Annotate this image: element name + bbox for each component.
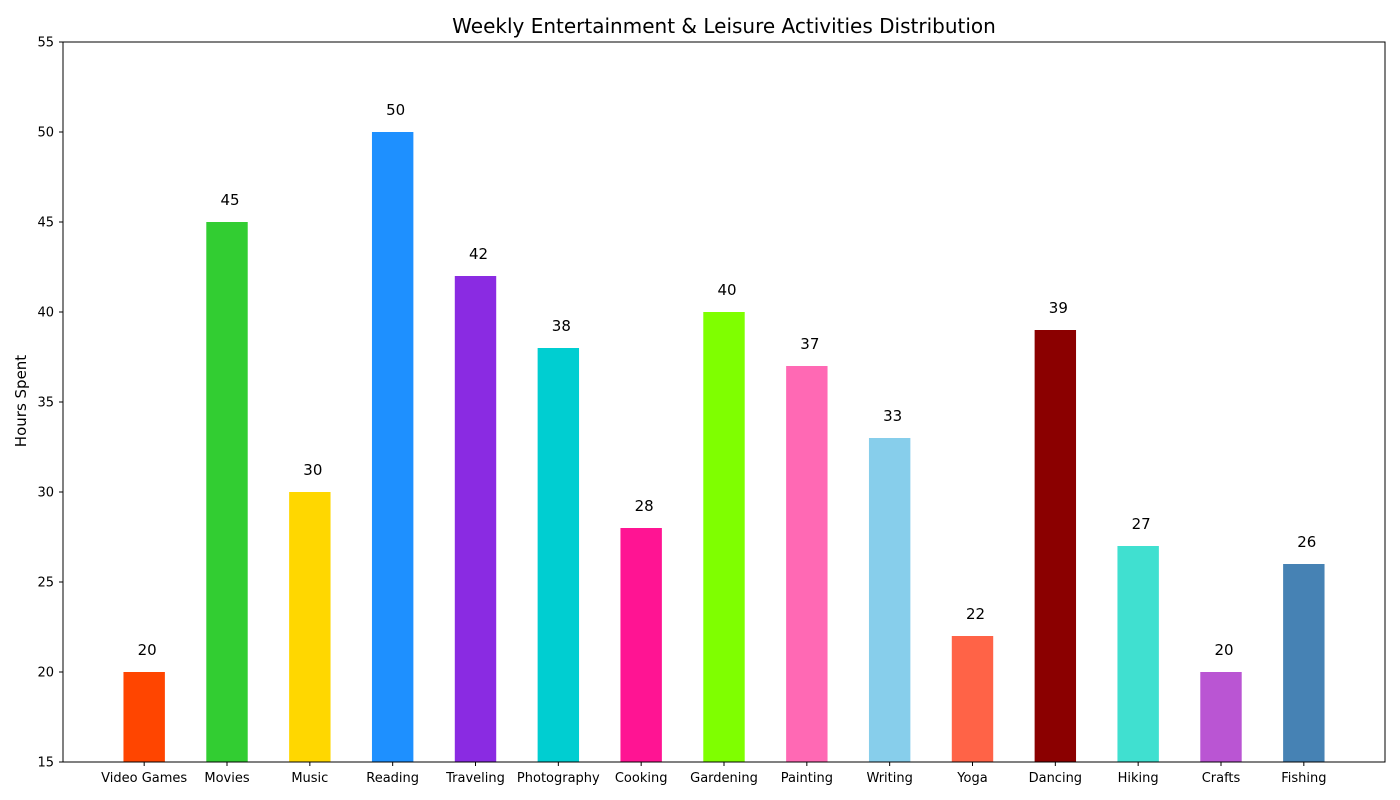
x-tick-label-dancing: Dancing bbox=[1029, 771, 1082, 786]
x-tick-label-traveling: Traveling bbox=[445, 771, 505, 786]
y-tick-label-45: 45 bbox=[37, 216, 54, 231]
data-label-writing: 33 bbox=[883, 407, 902, 425]
data-label-reading: 50 bbox=[386, 101, 405, 119]
x-tick-label-music: Music bbox=[291, 771, 328, 786]
bar-movies bbox=[206, 222, 248, 762]
x-tick-label-gardening: Gardening bbox=[690, 771, 758, 786]
x-tick-label-movies: Movies bbox=[204, 771, 249, 786]
plot-area-frame bbox=[62, 41, 1386, 763]
x-tick-label-reading: Reading bbox=[366, 771, 419, 786]
y-axis-label: Hours Spent bbox=[12, 355, 30, 447]
data-label-crafts: 20 bbox=[1214, 641, 1233, 659]
y-axis-ticks: 15 20 25 30 35 40 45 50 55 bbox=[37, 36, 63, 771]
x-tick-label-fishing: Fishing bbox=[1281, 771, 1326, 786]
bar-crafts bbox=[1200, 672, 1242, 762]
y-tick-label-30: 30 bbox=[37, 486, 54, 501]
y-tick-label-40: 40 bbox=[37, 306, 54, 321]
x-tick-label-painting: Painting bbox=[781, 771, 833, 786]
x-tick-label-crafts: Crafts bbox=[1202, 771, 1241, 786]
bar-dancing bbox=[1034, 330, 1077, 762]
bar-fishing bbox=[1283, 564, 1325, 762]
bars-group bbox=[123, 132, 1325, 762]
y-tick-label-25: 25 bbox=[37, 576, 54, 591]
data-label-dancing: 39 bbox=[1049, 299, 1068, 317]
x-tick-label-photography: Photography bbox=[517, 771, 600, 786]
x-tick-label-yoga: Yoga bbox=[956, 771, 987, 786]
bar-hiking bbox=[1117, 546, 1159, 762]
bar-video-games bbox=[123, 672, 165, 762]
x-tick-label-video-games: Video Games bbox=[101, 771, 187, 786]
bar-yoga bbox=[951, 636, 994, 762]
data-label-movies: 45 bbox=[220, 191, 239, 209]
data-label-hiking: 27 bbox=[1132, 515, 1151, 533]
bar-gardening bbox=[703, 312, 745, 762]
data-label-traveling: 42 bbox=[469, 245, 488, 263]
data-label-yoga: 22 bbox=[966, 605, 985, 623]
x-tick-label-cooking: Cooking bbox=[615, 771, 668, 786]
bar-music bbox=[289, 492, 331, 762]
bar-traveling bbox=[454, 276, 497, 762]
data-label-music: 30 bbox=[303, 461, 322, 479]
bar-reading bbox=[371, 132, 414, 762]
bar-writing bbox=[868, 438, 911, 762]
chart-title: Weekly Entertainment & Leisure Activitie… bbox=[452, 14, 996, 38]
data-label-fishing: 26 bbox=[1297, 533, 1316, 551]
y-tick-label-15: 15 bbox=[37, 756, 54, 771]
data-label-gardening: 40 bbox=[717, 281, 736, 299]
value-labels-group: 20 45 30 50 42 38 28 40 37 33 22 39 27 20 26 bbox=[138, 101, 1317, 659]
data-label-photography: 38 bbox=[552, 317, 571, 335]
data-label-painting: 37 bbox=[800, 335, 819, 353]
y-tick-label-20: 20 bbox=[37, 666, 54, 681]
x-tick-label-writing: Writing bbox=[866, 771, 912, 786]
bar-cooking bbox=[620, 528, 662, 762]
bar-photography bbox=[537, 348, 580, 762]
data-label-cooking: 28 bbox=[635, 497, 654, 515]
y-tick-label-35: 35 bbox=[37, 396, 54, 411]
bar-painting bbox=[786, 366, 828, 762]
x-tick-label-hiking: Hiking bbox=[1118, 771, 1159, 786]
y-tick-label-55: 55 bbox=[37, 36, 54, 51]
y-tick-label-50: 50 bbox=[37, 126, 54, 141]
data-label-video-games: 20 bbox=[138, 641, 157, 659]
x-axis-ticks: Video Games Movies Music Reading Traveling Ph… bbox=[101, 762, 1326, 786]
